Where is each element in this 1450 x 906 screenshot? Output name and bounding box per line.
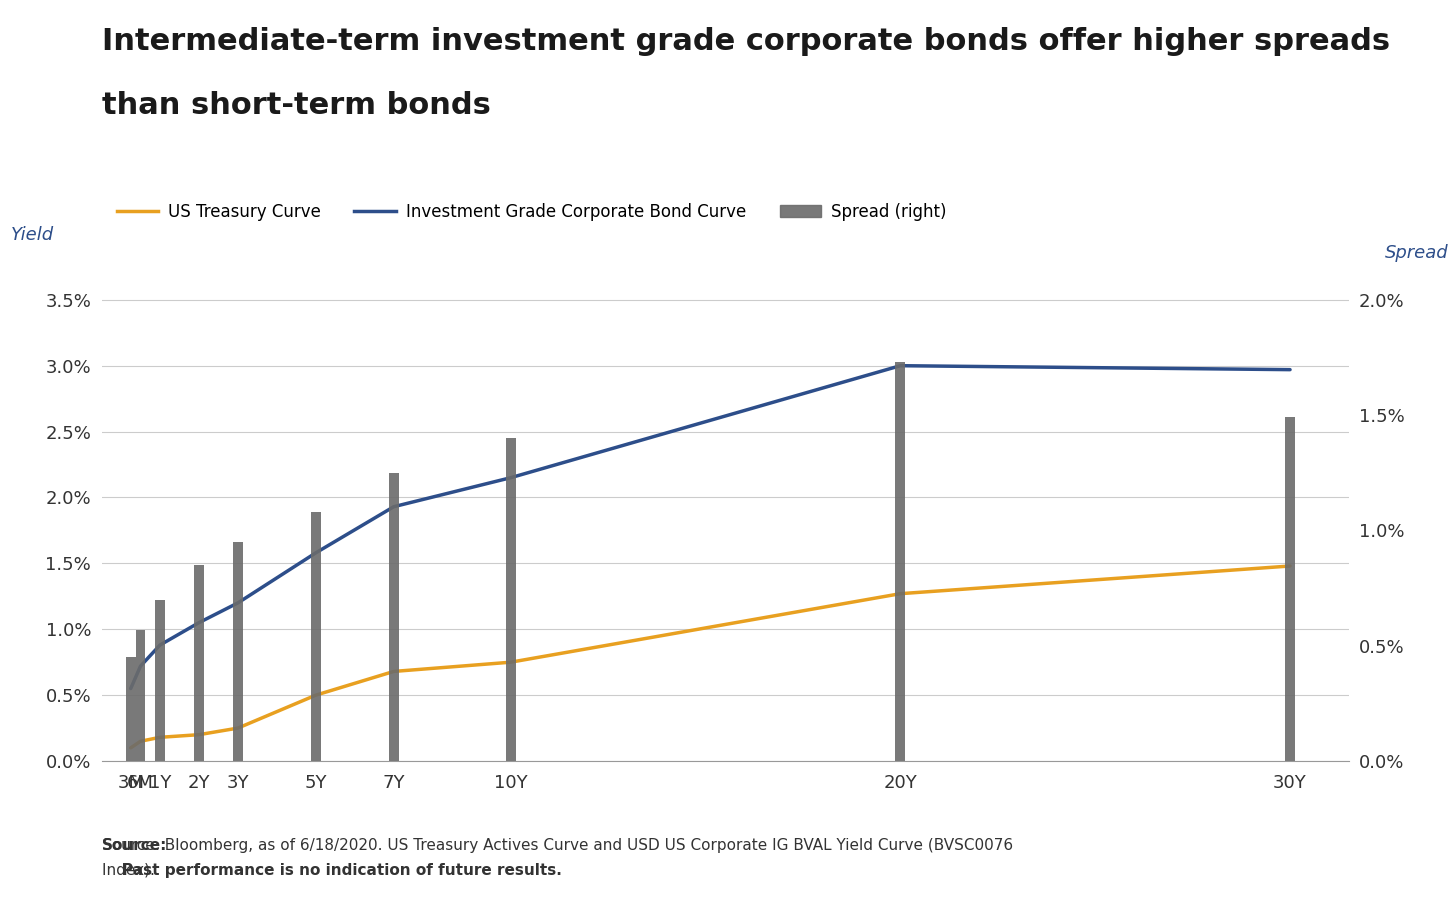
US Treasury Curve (1282, 561, 1299, 572)
Line: US Treasury Curve: US Treasury Curve (130, 566, 1290, 747)
Text: Source:: Source: (102, 838, 167, 853)
Bar (896, 362, 905, 761)
Text: Index).: Index). (102, 863, 160, 878)
Line: Investment Grade Corporate Bond Curve: Investment Grade Corporate Bond Curve (130, 366, 1290, 689)
Bar (1285, 418, 1295, 761)
Bar (126, 657, 136, 761)
US Treasury Curve (892, 588, 909, 599)
Bar (155, 600, 165, 761)
Investment Grade Corporate Bond Curve (122, 683, 139, 694)
Investment Grade Corporate Bond Curve (151, 640, 168, 651)
Investment Grade Corporate Bond Curve (132, 660, 149, 671)
Legend: US Treasury Curve, Investment Grade Corporate Bond Curve, Spread (right): US Treasury Curve, Investment Grade Corp… (110, 196, 954, 227)
Bar (506, 439, 516, 761)
Investment Grade Corporate Bond Curve (307, 547, 325, 558)
Bar (233, 542, 242, 761)
Investment Grade Corporate Bond Curve (1282, 364, 1299, 375)
Bar (136, 630, 145, 761)
Text: than short-term bonds: than short-term bonds (102, 91, 490, 120)
US Treasury Curve (229, 723, 246, 734)
US Treasury Curve (190, 729, 207, 740)
US Treasury Curve (122, 742, 139, 753)
Text: Past performance is no indication of future results.: Past performance is no indication of fut… (122, 863, 561, 878)
US Treasury Curve (132, 736, 149, 747)
Investment Grade Corporate Bond Curve (229, 597, 246, 608)
US Treasury Curve (502, 657, 519, 668)
Bar (389, 473, 399, 761)
Bar (310, 512, 320, 761)
Y-axis label: Yield: Yield (12, 226, 55, 244)
US Treasury Curve (151, 732, 168, 743)
US Treasury Curve (386, 666, 403, 677)
Text: Source: Bloomberg, as of 6/18/2020. US Treasury Actives Curve and USD US Corpora: Source: Bloomberg, as of 6/18/2020. US T… (102, 838, 1012, 853)
Text: Intermediate-term investment grade corporate bonds offer higher spreads: Intermediate-term investment grade corpo… (102, 27, 1389, 56)
Investment Grade Corporate Bond Curve (386, 501, 403, 512)
Y-axis label: Spread: Spread (1385, 244, 1449, 262)
Investment Grade Corporate Bond Curve (502, 472, 519, 483)
Bar (194, 565, 204, 761)
Investment Grade Corporate Bond Curve (892, 361, 909, 371)
Investment Grade Corporate Bond Curve (190, 617, 207, 628)
US Treasury Curve (307, 689, 325, 700)
